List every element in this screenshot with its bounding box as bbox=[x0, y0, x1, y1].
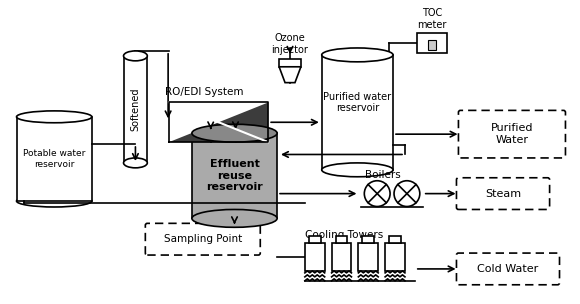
Circle shape bbox=[364, 181, 390, 206]
Text: Purified
Water: Purified Water bbox=[491, 123, 533, 145]
Text: Cooling Towers: Cooling Towers bbox=[305, 230, 383, 240]
Text: TOC
meter: TOC meter bbox=[417, 9, 447, 30]
FancyBboxPatch shape bbox=[146, 223, 260, 255]
Polygon shape bbox=[279, 67, 301, 83]
Text: Potable water
reservoir: Potable water reservoir bbox=[23, 149, 85, 169]
Bar bbox=[322, 55, 393, 170]
Ellipse shape bbox=[16, 195, 92, 207]
Bar bbox=[389, 236, 401, 243]
Text: Sampling Point: Sampling Point bbox=[164, 234, 242, 244]
Ellipse shape bbox=[16, 111, 92, 123]
Ellipse shape bbox=[322, 163, 393, 177]
Bar bbox=[124, 56, 147, 163]
Bar bbox=[279, 59, 301, 67]
Text: Purified water
reservoir: Purified water reservoir bbox=[323, 92, 392, 113]
Ellipse shape bbox=[192, 124, 277, 142]
Bar bbox=[336, 236, 347, 243]
Circle shape bbox=[394, 181, 420, 206]
Polygon shape bbox=[169, 102, 268, 142]
Text: Steam: Steam bbox=[485, 188, 521, 199]
FancyBboxPatch shape bbox=[458, 110, 566, 158]
Bar bbox=[427, 40, 436, 50]
FancyBboxPatch shape bbox=[456, 178, 550, 209]
FancyBboxPatch shape bbox=[456, 253, 560, 285]
Ellipse shape bbox=[322, 48, 393, 62]
Bar bbox=[358, 243, 378, 271]
Text: Ozone
injector: Ozone injector bbox=[271, 33, 309, 55]
Ellipse shape bbox=[124, 158, 147, 168]
Bar bbox=[309, 236, 321, 243]
Bar bbox=[417, 33, 447, 53]
Bar bbox=[332, 243, 351, 271]
Polygon shape bbox=[169, 102, 268, 142]
Text: Boilers: Boilers bbox=[365, 170, 401, 180]
Bar bbox=[16, 117, 92, 201]
Text: Cold Water: Cold Water bbox=[477, 264, 539, 274]
Ellipse shape bbox=[124, 51, 147, 61]
Bar bbox=[305, 243, 325, 271]
Bar bbox=[192, 133, 277, 218]
Text: Softened: Softened bbox=[130, 88, 140, 131]
Bar bbox=[385, 243, 405, 271]
Text: Effluent
reuse
reservoir: Effluent reuse reservoir bbox=[206, 159, 263, 192]
Ellipse shape bbox=[192, 209, 277, 227]
Text: RO/EDI System: RO/EDI System bbox=[165, 87, 243, 96]
Bar bbox=[362, 236, 374, 243]
